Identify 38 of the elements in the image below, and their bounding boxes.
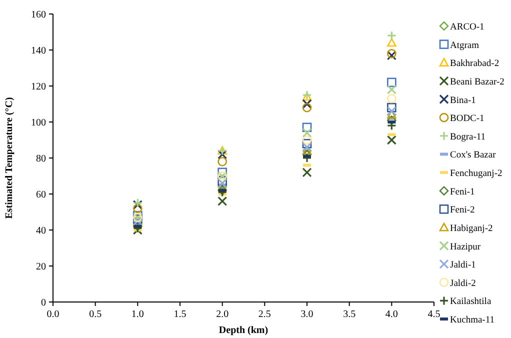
x-tick-label: 2.5: [258, 309, 271, 320]
y-tick-label: 160: [31, 10, 46, 20]
legend-label: Beani Bazar-2: [450, 77, 505, 88]
y-tick-label: 0: [41, 298, 46, 308]
y-tick-label: 40: [36, 226, 46, 236]
legend-label: Bogra-11: [450, 132, 486, 142]
legend-label: Bakhrabad-2: [450, 59, 500, 70]
legend-label: Cox's Bazar: [450, 150, 497, 161]
x-tick-label: 1.0: [131, 309, 144, 320]
legend-label: Habiganj-2: [450, 224, 493, 234]
legend-label: Kuchma-11: [450, 316, 495, 326]
x-axis-title: Depth (km): [218, 325, 268, 336]
x-tick-label: 0.0: [46, 309, 60, 320]
x-tick-label: 3.5: [343, 309, 356, 320]
x-tick-label: 3.0: [300, 309, 314, 320]
legend-label: Bina-1: [450, 96, 476, 106]
legend-label: Feni-1: [450, 187, 476, 198]
legend-label: Jaldi-1: [450, 260, 476, 271]
y-tick-label: 120: [31, 82, 46, 92]
y-tick-label: 60: [36, 190, 46, 200]
legend-label: Hazipur: [450, 242, 482, 252]
legend-label: ARCO-1: [450, 22, 485, 32]
x-tick-label: 4.5: [428, 309, 440, 320]
y-tick-label: 140: [31, 46, 46, 56]
legend-label: BODC-1: [450, 114, 485, 124]
x-tick-label: 4.0: [385, 309, 398, 320]
x-tick-label: 2.0: [216, 309, 229, 320]
legend-label: Kailashtila: [450, 297, 492, 308]
y-axis-title: Estimated Temperature (°C): [4, 97, 15, 219]
y-tick-label: 80: [36, 154, 46, 164]
legend-label: Atgram: [450, 40, 480, 51]
legend-label: Fenchuganj-2: [450, 169, 502, 179]
y-tick-label: 100: [31, 118, 46, 128]
legend-label: Jaldi-2: [450, 278, 476, 289]
x-tick-label: 0.5: [89, 309, 102, 320]
legend-label: Feni-2: [450, 206, 476, 216]
x-tick-label: 1.5: [174, 309, 186, 320]
y-tick-label: 20: [36, 262, 46, 272]
